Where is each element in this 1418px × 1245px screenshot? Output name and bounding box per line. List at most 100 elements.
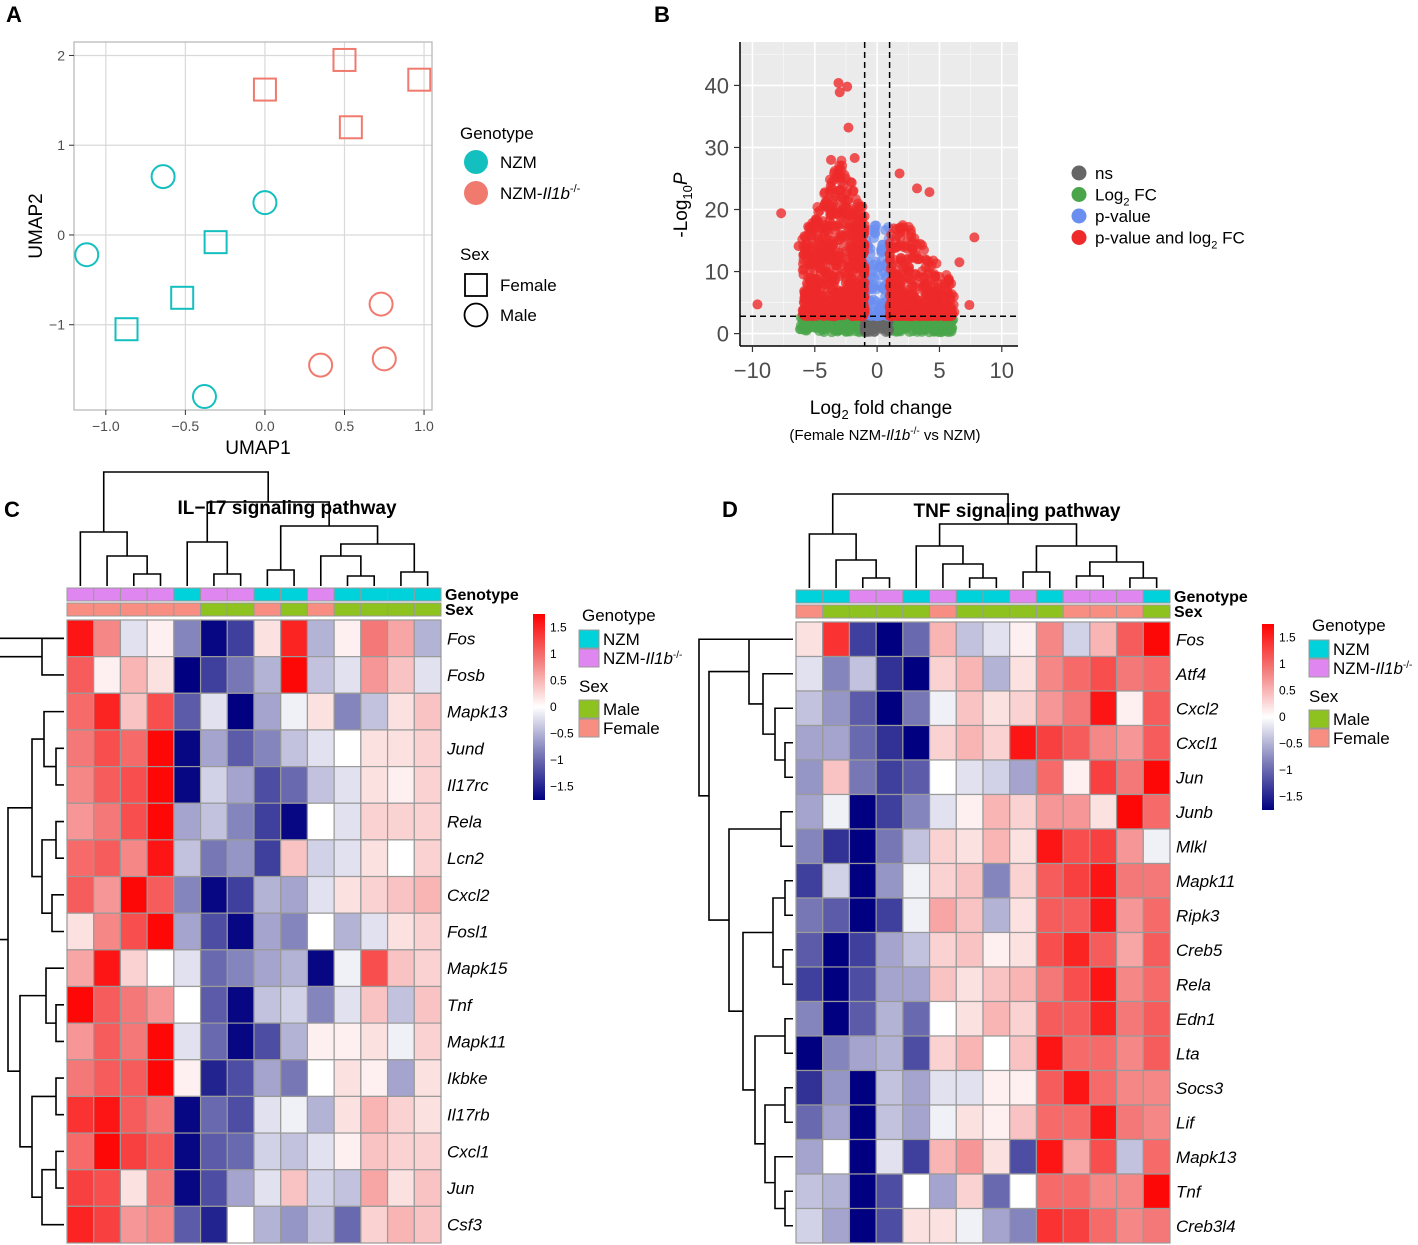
il17-heatmap-cell xyxy=(119,1132,148,1171)
il17-heatmap-cell xyxy=(360,1132,389,1171)
il17-heatmap-cell xyxy=(253,692,282,731)
il17-heatmap-cell xyxy=(199,1022,228,1061)
tnf-heatmap-cell xyxy=(1035,1035,1064,1072)
tnf-heatmap-cell xyxy=(1062,931,1091,968)
tnf-heatmap-cell xyxy=(822,1104,851,1141)
tnf-heatmap-cell xyxy=(902,828,931,865)
il17-heatmap-cell xyxy=(253,1059,282,1098)
volcano-point xyxy=(858,266,869,277)
il17-heatmap-cell xyxy=(306,985,335,1024)
il17-heatmap-cell xyxy=(280,765,309,804)
tnf-heatmap-cell xyxy=(928,828,957,865)
il17-genotype-annotation-cell xyxy=(200,587,228,602)
tnf-heatmap-cell xyxy=(1142,793,1171,830)
tnf-dendrogram-branch xyxy=(831,493,1009,534)
umap-legend-genotype-swatch xyxy=(464,150,488,174)
il17-heatmap-cell xyxy=(66,765,95,804)
volcano-point xyxy=(808,293,819,304)
il17-genotype-annotation-cell xyxy=(253,587,282,602)
tnf-heatmap-cell xyxy=(955,966,984,1003)
tnf-heatmap-cell xyxy=(955,897,984,934)
il17-heatmap-cell xyxy=(333,1169,362,1207)
tnf-heatmap-cell xyxy=(1089,897,1118,934)
umap-legend-sex-label: Male xyxy=(500,306,537,325)
il17-heatmap-cell xyxy=(146,619,175,658)
il17-heatmap-cell xyxy=(93,765,122,804)
tnf-heatmap-cell xyxy=(1035,1138,1064,1175)
il17-heatmap-cell xyxy=(119,1022,148,1061)
tnf-gene-label: Fos xyxy=(1176,630,1205,649)
il17-heatmap-cell xyxy=(119,692,148,731)
il17-heatmap-cell xyxy=(199,1095,228,1134)
volcano-point xyxy=(814,326,825,337)
volcano-point xyxy=(817,276,828,287)
il17-sex-annotation-cell xyxy=(146,602,175,617)
tnf-heatmap-cell xyxy=(875,862,904,899)
il17-heatmap-cell xyxy=(66,1095,95,1134)
il17-heatmap-cell xyxy=(413,656,442,694)
il17-heatmap-cell xyxy=(413,875,442,914)
il17-heatmap-cell xyxy=(333,1059,362,1098)
il17-heatmap-cell xyxy=(93,839,122,878)
il17-heatmap-cell xyxy=(93,1095,122,1134)
il17-gene-label: Cxcl1 xyxy=(447,1142,490,1161)
umap-x-tick-label: 0.5 xyxy=(335,418,355,434)
umap-legend-genotype-label: NZM-Il1b-/- xyxy=(500,183,581,203)
volcano-point xyxy=(814,262,825,273)
il17-heatmap-cell xyxy=(146,1095,175,1134)
volcano-point xyxy=(858,281,869,292)
umap-axis-ticks: −1.0 −0.5 0.0 0.5 1.0 −1 0 1 2 xyxy=(49,47,434,434)
volcano-highlight-point xyxy=(842,81,853,92)
volcano-point xyxy=(848,203,859,214)
volcano-legend-label: p-value and log2 FC xyxy=(1095,229,1245,252)
tnf-heatmap-cell xyxy=(1115,1207,1144,1244)
volcano-highlight-point xyxy=(969,232,980,243)
tnf-dendrogram-branch xyxy=(808,533,857,588)
il17-heatmap-cell xyxy=(173,765,202,804)
il17-heatmap-cell xyxy=(119,656,148,694)
tnf-heatmap-cell xyxy=(848,759,877,796)
volcano-point xyxy=(836,287,847,298)
volcano-highlight-point xyxy=(964,300,975,311)
tnf-heatmap-cell xyxy=(928,1069,957,1106)
il17-heatmap-cell xyxy=(93,1022,122,1061)
il17-dendrogram-branch xyxy=(346,575,376,586)
il17-heatmap-cell xyxy=(306,656,335,694)
tnf-heatmap-cell xyxy=(875,1104,904,1141)
volcano-legend: ns Log2 FCp-value p-value and log2 FC xyxy=(1071,164,1245,252)
il17-dendrogram-branch xyxy=(266,569,295,586)
volcano-point xyxy=(802,311,813,322)
il17-heatmap-cell xyxy=(306,692,335,731)
volcano-point xyxy=(833,321,844,332)
volcano-y-tick-label: 40 xyxy=(705,73,729,98)
tnf-annotation-label: Sex xyxy=(1174,604,1203,621)
tnf-dendrogram-branch xyxy=(784,1086,793,1124)
il17-heatmap-cell xyxy=(360,1022,389,1061)
tnf-heatmap-cell xyxy=(955,1173,984,1210)
tnf-heatmap-cell xyxy=(875,828,904,865)
tnf-legend-genotype-label: NZM xyxy=(1333,640,1370,659)
il17-heatmap-cell xyxy=(333,1205,362,1244)
tnf-heatmap-cell xyxy=(928,724,957,761)
tnf-heatmap-cell xyxy=(848,1000,877,1037)
tnf-heatmap-cell xyxy=(1115,655,1144,692)
volcano-y-tick-label: 0 xyxy=(717,322,729,347)
umap-point-female xyxy=(407,67,432,92)
il17-heatmap-cell xyxy=(93,619,122,658)
volcano-legend-swatch xyxy=(1071,208,1087,224)
il17-genotype-annotation-cell xyxy=(306,587,335,602)
tnf-heatmap-cell xyxy=(1089,1173,1118,1210)
volcano-point xyxy=(930,271,941,282)
tnf-heatmap-cell xyxy=(875,1069,904,1106)
tnf-heatmap-cell xyxy=(795,759,824,796)
il17-gene-label: Csf3 xyxy=(447,1216,483,1235)
il17-heatmap-cell xyxy=(253,729,282,768)
volcano-point xyxy=(841,188,852,199)
tnf-heatmap-cell xyxy=(795,1173,824,1210)
tnf-heatmap-cell xyxy=(902,1069,931,1106)
il17-heatmap-cell xyxy=(333,1132,362,1171)
il17-heatmap-cell xyxy=(146,1022,175,1061)
tnf-heatmap-cell xyxy=(982,828,1011,865)
